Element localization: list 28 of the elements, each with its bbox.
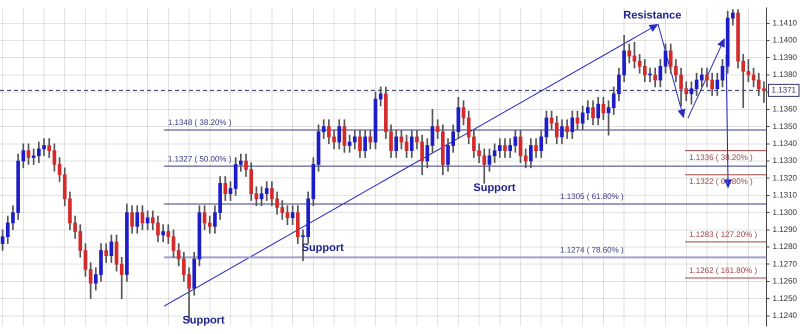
y-tick-label: 1.1310 bbox=[772, 190, 798, 200]
ref-line-label: 1.1283 ( 127.20% ) bbox=[689, 230, 758, 240]
ref-line-label: 1.1327 ( 50.00% ) bbox=[168, 154, 232, 164]
annotation: Support bbox=[182, 314, 225, 327]
ref-line-label: 1.1274 ( 78.60% ) bbox=[560, 246, 624, 255]
y-tick-label: 1.1300 bbox=[772, 208, 798, 217]
y-tick-label: 1.1390 bbox=[772, 52, 798, 62]
annotation: Resistance bbox=[623, 9, 682, 22]
y-tick-label: 1.1290 bbox=[772, 225, 798, 234]
annotation: Support bbox=[473, 182, 516, 194]
ref-line-label: 1.1305 ( 61.80% ) bbox=[560, 192, 624, 202]
y-tick-label: 1.1360 bbox=[772, 104, 798, 114]
y-tick-label: 1.1400 bbox=[772, 36, 798, 45]
y-tick-label: 1.1380 bbox=[772, 70, 798, 80]
y-tick-label: 1.1320 bbox=[772, 173, 798, 182]
y-tick-label: 1.1240 bbox=[772, 311, 798, 320]
y-tick-label: 1.1260 bbox=[772, 276, 798, 286]
y-tick-label: 1.1250 bbox=[772, 294, 798, 303]
y-tick-label: 1.1340 bbox=[772, 138, 798, 148]
ref-line-label: 1.1262 ( 161.80% ) bbox=[689, 266, 758, 276]
ref-line-label: 1.1348 ( 38.20% ) bbox=[168, 118, 232, 128]
y-tick-label: 1.1410 bbox=[772, 18, 798, 28]
candlestick bbox=[648, 68, 652, 82]
y-tick-label: 1.1270 bbox=[772, 259, 798, 268]
ref-line-label: 1.1371 bbox=[772, 86, 797, 95]
y-tick-label: 1.1330 bbox=[772, 156, 798, 166]
y-tick-label: 1.1350 bbox=[772, 122, 798, 131]
y-tick-label: 1.1280 bbox=[772, 242, 798, 252]
